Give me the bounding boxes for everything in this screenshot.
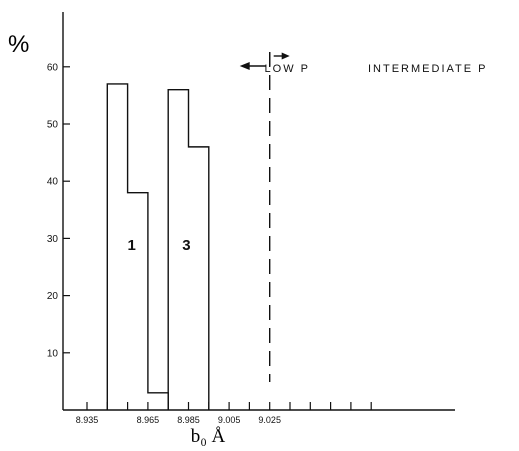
- histogram-series-3: [167, 88, 210, 410]
- arrow-right-icon: [281, 52, 290, 60]
- axes: [62, 12, 455, 411]
- boundary-group: [239, 52, 290, 382]
- histogram-bar: [107, 84, 127, 410]
- y-ticks: 10 20 30 40 50 60: [47, 62, 70, 359]
- histogram-bar: [189, 147, 209, 410]
- x-tick-label: 8.965: [137, 415, 160, 425]
- y-tick-label: 10: [47, 348, 59, 359]
- histogram-bar: [148, 393, 168, 410]
- x-tick-label: 8.935: [76, 415, 99, 425]
- low-p-label: LOW P: [265, 63, 310, 75]
- histogram-series-1: [106, 83, 169, 410]
- y-tick-label: 60: [47, 62, 59, 73]
- y-unit-label: %: [8, 31, 29, 58]
- y-tick-label: 20: [47, 291, 59, 302]
- histogram-label: 1: [127, 237, 135, 254]
- y-tick-label: 40: [47, 177, 59, 188]
- x-tick-label: 8.985: [177, 415, 200, 425]
- histogram-label: 3: [182, 237, 190, 254]
- x-tick-label: 9.025: [258, 415, 281, 425]
- y-tick-label: 30: [47, 234, 59, 245]
- x-axis-title: b₀ Å: [191, 426, 226, 447]
- arrow-left-icon: [239, 62, 250, 70]
- intermediate-p-label: INTERMEDIATE P: [368, 63, 487, 75]
- histogram-bar: [128, 193, 148, 410]
- y-tick-label: 50: [47, 120, 59, 131]
- x-tick-label: 9.005: [218, 415, 241, 425]
- histogram-bars: [106, 83, 210, 410]
